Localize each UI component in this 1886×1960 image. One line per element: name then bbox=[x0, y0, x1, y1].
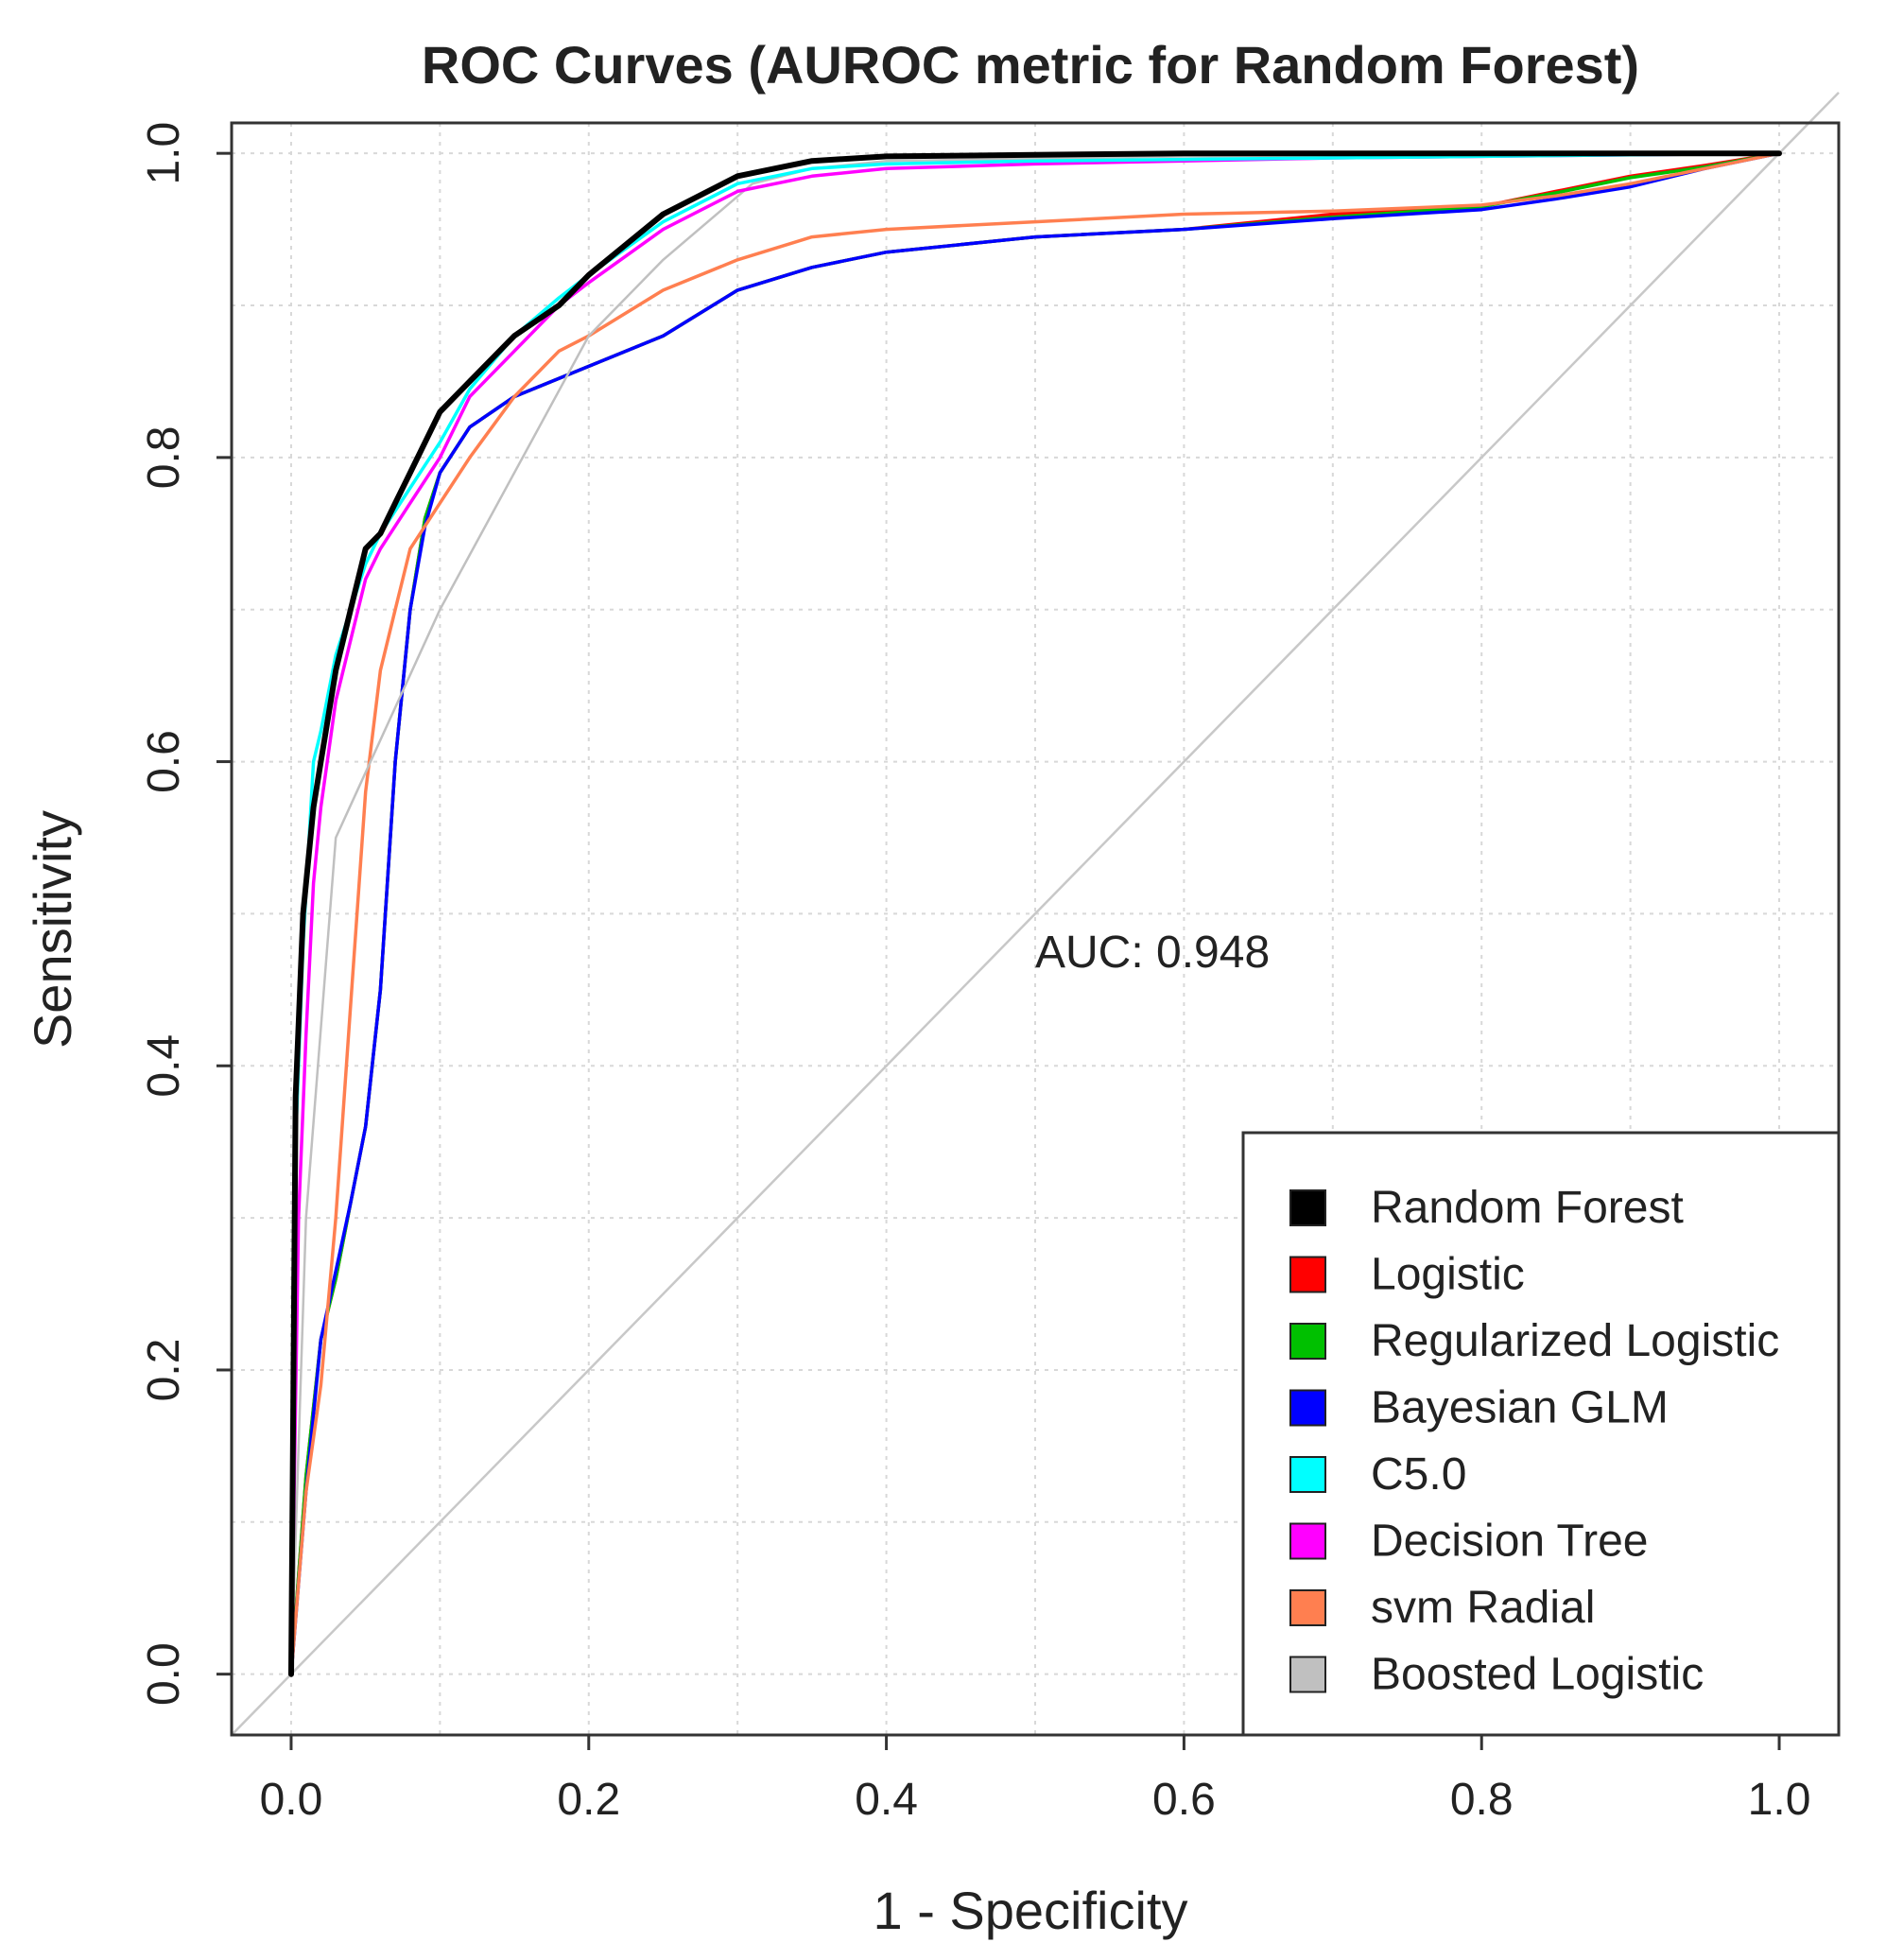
y-tick-label: 0.2 bbox=[139, 1339, 189, 1402]
series-layer bbox=[288, 150, 1782, 1677]
y-tick-label: 0.0 bbox=[139, 1642, 189, 1706]
legend-swatch bbox=[1289, 1522, 1326, 1560]
reference-diagonal-line bbox=[231, 91, 1840, 1736]
x-tick-label: 0.2 bbox=[557, 1775, 620, 1825]
legend-label: Random Forest bbox=[1371, 1183, 1684, 1233]
legend-swatch bbox=[1289, 1456, 1326, 1493]
y-axis-label: Sensitivity bbox=[23, 810, 82, 1049]
y-tick-label: 0.8 bbox=[139, 426, 189, 490]
x-tick-label: 0.0 bbox=[260, 1775, 323, 1825]
chart-title: ROC Curves (AUROC metric for Random Fore… bbox=[422, 35, 1639, 95]
legend-label: svm Radial bbox=[1371, 1583, 1595, 1633]
x-axis-label: 1 - Specificity bbox=[874, 1881, 1188, 1940]
series-line-random-forest bbox=[288, 150, 1782, 1677]
legend-swatch bbox=[1289, 1656, 1326, 1693]
series-line-bayesian-glm bbox=[289, 151, 1781, 1676]
y-axis: 0.0 0.2 0.4 0.6 0.8 1.0 bbox=[139, 122, 232, 1706]
legend-label: C5.0 bbox=[1371, 1449, 1466, 1500]
y-tick-label: 0.6 bbox=[139, 730, 189, 793]
legend-box bbox=[1241, 1131, 1841, 1737]
legend-label: Decision Tree bbox=[1371, 1517, 1648, 1567]
legend-swatch bbox=[1289, 1189, 1326, 1226]
x-tick-label: 0.6 bbox=[1152, 1775, 1216, 1825]
legend-swatch bbox=[1289, 1323, 1326, 1360]
x-axis: 0.0 0.2 0.4 0.6 0.8 1.0 bbox=[260, 1735, 1811, 1825]
legend: Random Forest Logistic Regularized Logisti… bbox=[1241, 1131, 1841, 1737]
legend-label: Boosted Logistic bbox=[1371, 1650, 1704, 1700]
legend-swatch bbox=[1289, 1389, 1326, 1427]
legend-label: Regularized Logistic bbox=[1371, 1316, 1779, 1366]
legend-label: Logistic bbox=[1371, 1250, 1525, 1300]
y-tick-label: 0.4 bbox=[139, 1034, 189, 1098]
x-tick-label: 1.0 bbox=[1748, 1775, 1811, 1825]
plot-frame bbox=[230, 121, 1841, 1737]
legend-label: Bayesian GLM bbox=[1371, 1383, 1669, 1433]
x-tick-label: 0.8 bbox=[1450, 1775, 1514, 1825]
y-tick-label: 1.0 bbox=[139, 122, 189, 185]
x-tick-label: 0.4 bbox=[855, 1775, 918, 1825]
legend-swatch bbox=[1289, 1589, 1326, 1626]
legend-swatch bbox=[1289, 1256, 1326, 1293]
auc-annotation: AUC: 0.948 bbox=[1035, 928, 1270, 978]
series-line-svm-radial bbox=[289, 151, 1781, 1676]
